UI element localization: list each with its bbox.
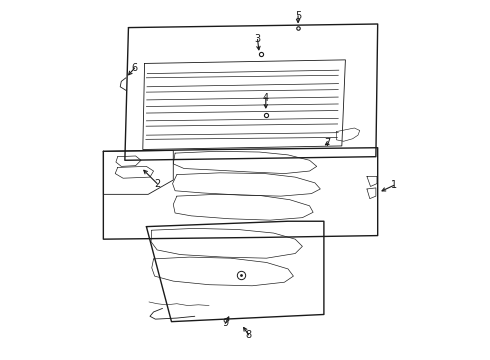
Text: 6: 6 <box>131 63 138 73</box>
Text: 2: 2 <box>154 179 160 189</box>
Text: 5: 5 <box>295 11 301 21</box>
Text: 3: 3 <box>254 35 261 44</box>
Text: 1: 1 <box>391 180 397 190</box>
Text: 8: 8 <box>245 330 252 340</box>
Text: 9: 9 <box>222 319 228 328</box>
Text: 7: 7 <box>324 139 331 148</box>
Text: 4: 4 <box>263 93 269 103</box>
